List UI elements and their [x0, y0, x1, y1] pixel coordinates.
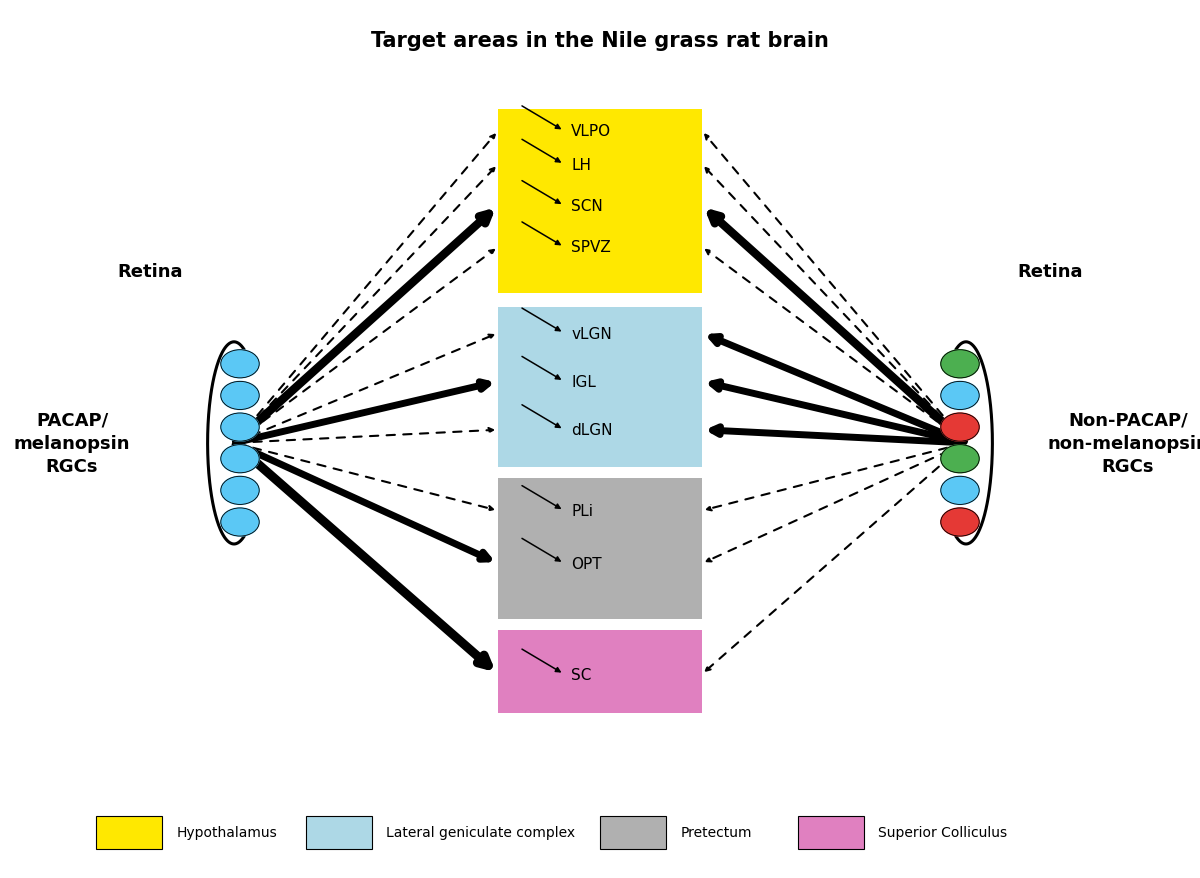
Circle shape: [941, 477, 979, 505]
Text: PLi: PLi: [571, 503, 593, 519]
Text: Pretectum: Pretectum: [680, 825, 752, 839]
Circle shape: [221, 382, 259, 410]
Circle shape: [221, 508, 259, 536]
Bar: [96, 816, 162, 849]
Text: VLPO: VLPO: [571, 124, 611, 140]
Circle shape: [941, 382, 979, 410]
Text: dLGN: dLGN: [571, 422, 613, 438]
Text: LH: LH: [571, 157, 592, 173]
Text: Hypothalamus: Hypothalamus: [176, 825, 277, 839]
Circle shape: [941, 445, 979, 473]
Circle shape: [221, 350, 259, 378]
Text: SCN: SCN: [571, 198, 602, 214]
Text: Retina: Retina: [118, 263, 182, 281]
Bar: [498, 479, 702, 619]
Bar: [498, 630, 702, 713]
Circle shape: [941, 508, 979, 536]
Text: Retina: Retina: [1018, 263, 1082, 281]
Text: IGL: IGL: [571, 374, 596, 390]
Text: SPVZ: SPVZ: [571, 240, 611, 255]
Circle shape: [221, 445, 259, 473]
Text: Lateral geniculate complex: Lateral geniculate complex: [386, 825, 576, 839]
Text: SC: SC: [571, 666, 592, 682]
Bar: [498, 307, 702, 467]
Text: Superior Colliculus: Superior Colliculus: [878, 825, 1008, 839]
Circle shape: [941, 350, 979, 378]
Text: vLGN: vLGN: [571, 326, 612, 342]
Bar: [498, 110, 702, 294]
Bar: [306, 816, 372, 849]
Text: Non-PACAP/
non-melanopsin
RGCs: Non-PACAP/ non-melanopsin RGCs: [1048, 411, 1200, 476]
Text: OPT: OPT: [571, 556, 602, 572]
Bar: [798, 816, 864, 849]
Circle shape: [221, 414, 259, 442]
Text: Target areas in the Nile grass rat brain: Target areas in the Nile grass rat brain: [371, 31, 829, 51]
Bar: [600, 816, 666, 849]
Circle shape: [941, 414, 979, 442]
Circle shape: [221, 477, 259, 505]
Text: PACAP/
melanopsin
RGCs: PACAP/ melanopsin RGCs: [13, 411, 131, 476]
